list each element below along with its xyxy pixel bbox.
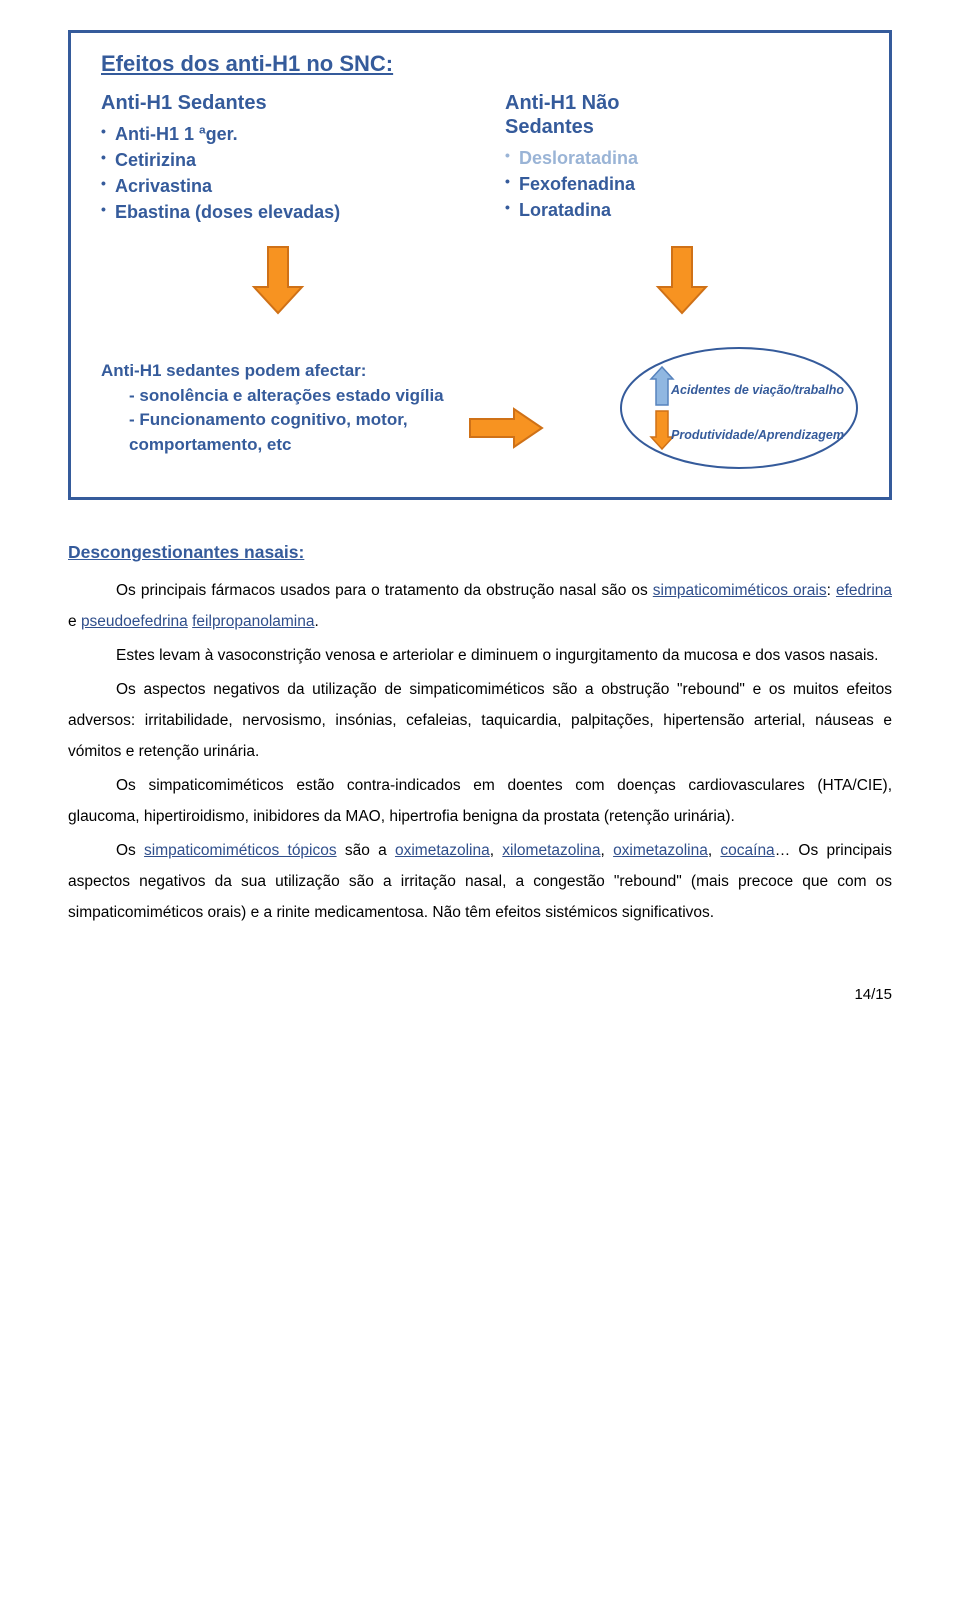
bottom-row: Anti-H1 sedantes podem afectar: - sonolê… bbox=[101, 343, 859, 473]
ellipse-text1: Acidentes de viação/trabalho bbox=[671, 383, 844, 398]
affect-block: Anti-H1 sedantes podem afectar: - sonolê… bbox=[101, 359, 444, 458]
drug-item: Loratadina bbox=[505, 197, 859, 223]
right-drug-list: DesloratadinaFexofenadinaLoratadina bbox=[505, 145, 859, 223]
link-feilpropanolamina: feilpropanolamina bbox=[192, 613, 314, 630]
paragraph-3: Os aspectos negativos da utilização de s… bbox=[68, 674, 892, 767]
paragraph-2: Estes levam à vasoconstrição venosa e ar… bbox=[68, 640, 892, 671]
drug-item: Desloratadina bbox=[505, 145, 859, 171]
link-cocaina: cocaína bbox=[720, 842, 774, 859]
page-number: 14/15 bbox=[68, 986, 892, 1003]
left-header: Anti-H1 Sedantes bbox=[101, 91, 455, 115]
left-column: Anti-H1 Sedantes Anti-H1 1 ªger.Cetirizi… bbox=[101, 91, 455, 225]
affect-title: Anti-H1 sedantes podem afectar: bbox=[101, 359, 444, 384]
link-oximetazolina: oximetazolina bbox=[395, 842, 490, 859]
paragraph-1: Os principais fármacos usados para o tra… bbox=[68, 575, 892, 637]
link-pseudoefedrina: pseudoefedrina bbox=[81, 613, 188, 630]
link-simpaticomimeticos-topicos: simpaticomiméticos tópicos bbox=[144, 842, 337, 859]
drug-item: Ebastina (doses elevadas) bbox=[101, 199, 455, 225]
drug-item: Acrivastina bbox=[101, 173, 455, 199]
columns: Anti-H1 Sedantes Anti-H1 1 ªger.Cetirizi… bbox=[101, 91, 859, 225]
link-xilometazolina: xilometazolina bbox=[502, 842, 600, 859]
drug-item: Fexofenadina bbox=[505, 171, 859, 197]
down-arrow-right-icon bbox=[654, 245, 710, 315]
section-heading: Descongestionantes nasais: bbox=[68, 542, 892, 563]
left-drug-list: Anti-H1 1 ªger.CetirizinaAcrivastinaEbas… bbox=[101, 121, 455, 225]
affect-line2: - sonolência e alterações estado vigília bbox=[101, 384, 444, 409]
slide-box: Efeitos dos anti-H1 no SNC: Anti-H1 Seda… bbox=[68, 30, 892, 500]
affect-line4: comportamento, etc bbox=[101, 433, 444, 458]
slide-title: Efeitos dos anti-H1 no SNC: bbox=[101, 51, 859, 77]
right-header-line1: Anti-H1 Não bbox=[505, 92, 619, 114]
link-simpaticomimeticos-orais: simpaticomiméticos orais bbox=[653, 582, 827, 599]
link-oximetazolina-2: oximetazolina bbox=[613, 842, 708, 859]
drug-item: Cetirizina bbox=[101, 147, 455, 173]
down-arrow-left-icon bbox=[250, 245, 306, 315]
paragraph-5: Os simpaticomiméticos tópicos são a oxim… bbox=[68, 835, 892, 928]
ellipse-group: Acidentes de viação/trabalho Produtivida… bbox=[619, 343, 859, 473]
right-header-line2: Sedantes bbox=[505, 116, 594, 138]
affect-line3: - Funcionamento cognitivo, motor, bbox=[101, 408, 444, 433]
right-arrow-icon bbox=[468, 407, 544, 449]
link-efedrina: efedrina bbox=[836, 582, 892, 599]
ellipse-text2: Produtividade/Aprendizagem bbox=[671, 428, 844, 443]
right-column: Anti-H1 Não Sedantes DesloratadinaFexofe… bbox=[505, 91, 859, 225]
paragraph-4: Os simpaticomiméticos estão contra-indic… bbox=[68, 770, 892, 832]
right-header: Anti-H1 Não Sedantes bbox=[505, 91, 859, 139]
arrow-row bbox=[101, 245, 859, 315]
drug-item: Anti-H1 1 ªger. bbox=[101, 121, 455, 147]
